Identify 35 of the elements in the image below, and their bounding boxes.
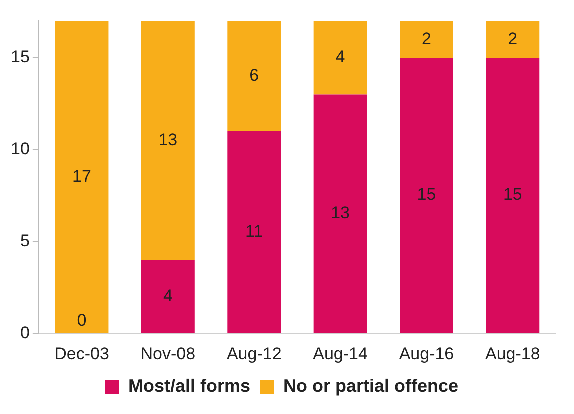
x-tick-label: Aug-16 — [399, 344, 454, 364]
bar — [400, 21, 454, 58]
bar — [486, 21, 540, 58]
bar — [55, 21, 109, 334]
bar — [141, 21, 195, 260]
legend-label: No or partial offence — [283, 376, 459, 396]
data-label: 6 — [250, 66, 260, 86]
x-tick-label: Aug-18 — [485, 344, 540, 364]
data-label: 15 — [503, 185, 522, 204]
data-label: 13 — [331, 204, 350, 223]
data-label: 15 — [417, 185, 436, 204]
bar — [486, 58, 540, 334]
bar — [228, 131, 282, 334]
data-label: 4 — [336, 48, 346, 67]
y-tick-label: 10 — [10, 140, 30, 159]
x-tick-label: Nov-08 — [140, 344, 196, 364]
legend-label: Most/all forms — [128, 376, 251, 396]
data-label: 2 — [508, 29, 518, 48]
data-label: 2 — [422, 29, 432, 48]
y-tick-label: 5 — [20, 231, 30, 250]
bar — [314, 21, 368, 95]
x-tick-label: Aug-12 — [226, 344, 282, 364]
data-label: 13 — [158, 130, 178, 150]
x-tick-label: Dec-03 — [54, 344, 110, 364]
x-tick-label: Aug-14 — [313, 344, 368, 364]
annotation: 0 — [77, 310, 87, 330]
data-label: 17 — [72, 166, 92, 186]
data-label: 4 — [163, 286, 173, 306]
bar — [228, 21, 282, 132]
data-label: 11 — [246, 222, 264, 241]
y-tick-label: 0 — [20, 323, 30, 342]
y-tick-label: 15 — [10, 48, 30, 67]
bar — [314, 94, 368, 334]
bar — [141, 260, 195, 334]
bar — [400, 58, 454, 334]
